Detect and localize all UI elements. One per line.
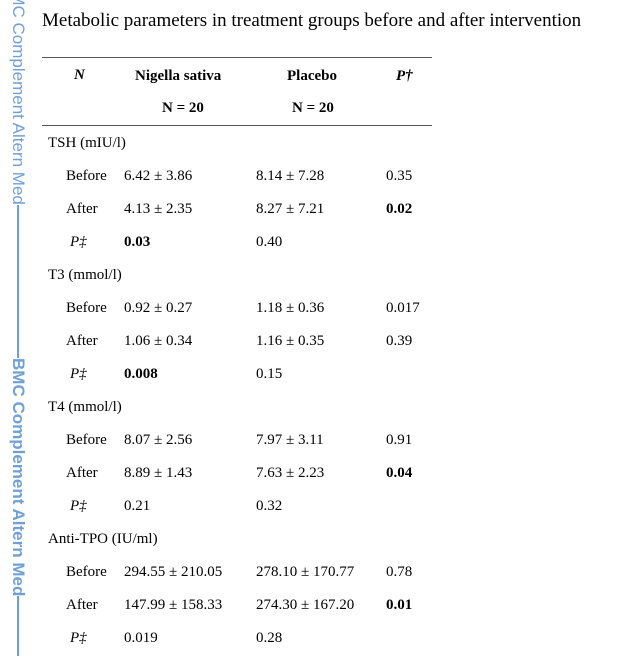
cell-placebo: 0.28 — [256, 630, 283, 646]
cell-placebo: 8.27 ± 7.21 — [256, 201, 325, 217]
cell-placebo: 0.15 — [256, 366, 283, 382]
section-title: TSH (mIU/l) — [48, 135, 126, 151]
cell-nigella: 0.03 — [124, 234, 151, 250]
header-p-dagger: P† — [396, 68, 413, 84]
cell-p: 0.78 — [386, 564, 413, 580]
cell-placebo: 0.40 — [256, 234, 283, 250]
row-label-p-double-dagger: P‡ — [70, 234, 87, 250]
cell-p: 0.35 — [386, 168, 413, 184]
row-label-after: After — [66, 333, 98, 349]
cell-p: 0.01 — [386, 597, 413, 613]
row-label-after: After — [66, 201, 98, 217]
cell-nigella: 1.06 ± 0.34 — [124, 333, 193, 349]
cell-nigella: 147.99 ± 158.33 — [124, 597, 223, 613]
header-n-nigella: N = 20 — [162, 100, 204, 116]
cell-p: 0.39 — [386, 333, 413, 349]
cell-nigella: 8.07 ± 2.56 — [124, 432, 193, 448]
table-top-rule — [42, 57, 432, 58]
header-n: N — [74, 67, 85, 83]
section-title: T4 (mmol/l) — [48, 399, 122, 415]
row-label-before: Before — [66, 432, 107, 448]
row-label-p-double-dagger: P‡ — [70, 630, 87, 646]
cell-placebo: 1.18 ± 0.36 — [256, 300, 325, 316]
cell-p: 0.017 — [386, 300, 420, 316]
row-label-before: Before — [66, 300, 107, 316]
cell-nigella: 0.92 ± 0.27 — [124, 300, 193, 316]
cell-nigella: 294.55 ± 210.05 — [124, 564, 223, 580]
header-n-placebo: N = 20 — [292, 100, 334, 116]
row-label-after: After — [66, 597, 98, 613]
cell-placebo: 8.14 ± 7.28 — [256, 168, 325, 184]
cell-placebo: 0.32 — [256, 498, 283, 514]
header-nigella-sativa: Nigella sativa — [135, 68, 222, 84]
section-title: T3 (mmol/l) — [48, 267, 122, 283]
header-placebo: Placebo — [287, 68, 337, 84]
cell-nigella: 0.008 — [124, 366, 158, 382]
cell-placebo: 7.63 ± 2.23 — [256, 465, 325, 481]
cell-nigella: 4.13 ± 2.35 — [124, 201, 193, 217]
row-label-before: Before — [66, 168, 107, 184]
cell-nigella: 0.019 — [124, 630, 158, 646]
cell-placebo: 278.10 ± 170.77 — [256, 564, 355, 580]
side-banner-label-top: BMC Complement Altern Med — [6, 0, 30, 205]
cell-nigella: 6.42 ± 3.86 — [124, 168, 193, 184]
table-title: Metabolic parameters in treatment groups… — [42, 10, 582, 31]
row-label-after: After — [66, 465, 98, 481]
cell-nigella: 8.89 ± 1.43 — [124, 465, 193, 481]
cell-placebo: 7.97 ± 3.11 — [256, 432, 324, 448]
side-banner-line — [17, 0, 19, 656]
cell-placebo: 274.30 ± 167.20 — [256, 597, 355, 613]
section-title: Anti-TPO (IU/ml) — [48, 531, 158, 547]
row-label-p-double-dagger: P‡ — [70, 366, 87, 382]
journal-side-banner: BMC Complement Altern Med BMC Complement… — [0, 0, 36, 656]
cell-p: 0.04 — [386, 465, 413, 481]
row-label-before: Before — [66, 564, 107, 580]
cell-p: 0.02 — [386, 201, 413, 217]
side-banner-label-bottom: BMC Complement Altern Med — [6, 358, 30, 597]
cell-p: 0.91 — [386, 432, 413, 448]
header-bottom-rule — [42, 125, 432, 126]
cell-placebo: 1.16 ± 0.35 — [256, 333, 325, 349]
row-label-p-double-dagger: P‡ — [70, 498, 87, 514]
cell-nigella: 0.21 — [124, 498, 151, 514]
